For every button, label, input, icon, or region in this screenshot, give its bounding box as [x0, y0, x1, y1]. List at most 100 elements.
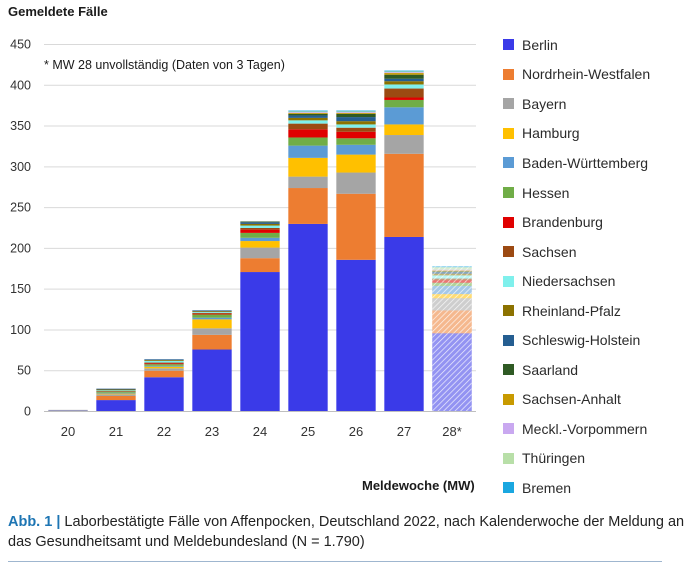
legend-item: Sachsen: [503, 237, 650, 267]
legend-swatch: [503, 334, 514, 346]
bar-segment-hatch: [432, 267, 472, 270]
bar-segment: [240, 221, 280, 223]
legend-label: Hamburg: [522, 125, 580, 142]
y-axis-title: Gemeldete Fälle: [8, 4, 108, 19]
legend-item: Berlin: [503, 30, 650, 60]
bar-segment: [288, 110, 328, 112]
bar-segment-hatch: [432, 278, 472, 281]
legend-swatch: [503, 275, 514, 287]
bar-segment: [96, 390, 136, 392]
bar-segment: [144, 360, 184, 363]
bar-segment: [336, 110, 376, 112]
caption-text: Laborbestätigte Fälle von Affenpocken, D…: [8, 514, 685, 550]
legend-label: Thüringen: [522, 450, 586, 467]
bar-segment: [96, 393, 136, 395]
y-tick-label: 100: [10, 323, 31, 337]
bar-segment: [240, 272, 280, 412]
legend-swatch: [503, 482, 514, 494]
bar-segment-hatch: [432, 270, 472, 272]
bar-segment: [288, 115, 328, 118]
legend-label: Schleswig-Holstein: [522, 332, 641, 349]
bar-segment: [384, 135, 424, 154]
legend-label: Meckl.-Vorpommern: [522, 420, 648, 437]
bar-segment-hatch: [432, 271, 472, 273]
bar-segment: [96, 392, 136, 394]
bar-segment-hatch: [432, 310, 472, 334]
bar-segment: [288, 157, 328, 177]
bar-segment: [240, 247, 280, 259]
bar-segment: [48, 409, 88, 411]
bar-segment: [336, 111, 376, 113]
x-axis-title: Meldewoche (MW): [362, 478, 475, 493]
bar-segment: [384, 72, 424, 74]
bar-segment: [96, 388, 136, 390]
bar-segment: [384, 74, 424, 79]
bar-segment: [384, 88, 424, 98]
bar-segment-hatch: [432, 298, 472, 311]
bar-segment: [288, 120, 328, 124]
legend-swatch: [503, 452, 514, 464]
bar-segment: [336, 117, 376, 122]
legend-swatch: [503, 423, 514, 435]
bar-segment: [336, 138, 376, 145]
legend-item: Thüringen: [503, 444, 650, 474]
legend-label: Berlin: [522, 36, 558, 53]
chart-note: * MW 28 unvollständig (Daten von 3 Tagen…: [44, 58, 285, 72]
bar-segment: [384, 153, 424, 237]
bar-segment: [240, 258, 280, 273]
y-tick-label: 300: [10, 160, 31, 174]
bar-segment: [288, 113, 328, 116]
bar-segment: [336, 127, 376, 132]
bar-segment: [144, 366, 184, 369]
axes: 0 50 100 150 200 250 300 350 400 450 20 21 22 23 24 25 2…: [10, 38, 476, 439]
x-tick-label: 25: [301, 424, 315, 439]
y-tick-label: 400: [10, 78, 31, 92]
bar-segment: [384, 73, 424, 75]
bar-segment: [192, 319, 232, 329]
bar-segment: [144, 359, 184, 361]
bar-segment: [336, 113, 376, 114]
bar-segment: [96, 396, 136, 401]
legend-swatch: [503, 68, 514, 80]
bar-segment: [240, 229, 280, 233]
y-tick-label: 250: [10, 201, 31, 215]
bar-segment: [288, 117, 328, 121]
bar-segment-hatch: [432, 285, 472, 295]
legend-item: Schleswig-Holstein: [503, 325, 650, 355]
bar-segment: [144, 364, 184, 366]
bar-segment: [144, 362, 184, 364]
x-tick-label: 21: [109, 424, 123, 439]
bar-segment: [384, 81, 424, 85]
bar-segment: [192, 310, 232, 312]
bar-segment: [144, 377, 184, 412]
y-tick-label: 200: [10, 241, 31, 255]
bar-segment: [240, 225, 280, 228]
bar-segment: [192, 314, 232, 318]
legend-item: Bayern: [503, 89, 650, 119]
bar-segment: [192, 311, 232, 313]
bar-segment: [288, 145, 328, 158]
legend-swatch: [503, 157, 514, 169]
legend-swatch: [503, 393, 514, 405]
bar-segment: [336, 154, 376, 173]
bar-segment: [384, 236, 424, 412]
legend-label: Sachsen-Anhalt: [522, 391, 621, 408]
bar-segment: [336, 172, 376, 194]
legend-label: Rheinland-Pfalz: [522, 302, 621, 319]
bar-segment: [384, 84, 424, 89]
y-tick-label: 150: [10, 282, 31, 296]
bar-segment: [288, 111, 328, 113]
legend-item: Niedersachsen: [503, 266, 650, 296]
bar-segment: [192, 312, 232, 313]
legend-label: Baden-Württemberg: [522, 154, 649, 171]
legend-swatch: [503, 364, 514, 376]
bar-segment: [240, 222, 280, 224]
bar-segment-hatch: [432, 294, 472, 299]
x-tick-label: 24: [253, 424, 267, 439]
legend-item: Hamburg: [503, 119, 650, 149]
bar-segment: [384, 78, 424, 82]
bar-segment: [96, 400, 136, 412]
figure-caption: Abb. 1 | Laborbestätigte Fälle von Affen…: [8, 512, 688, 552]
bar-segment: [144, 368, 184, 371]
